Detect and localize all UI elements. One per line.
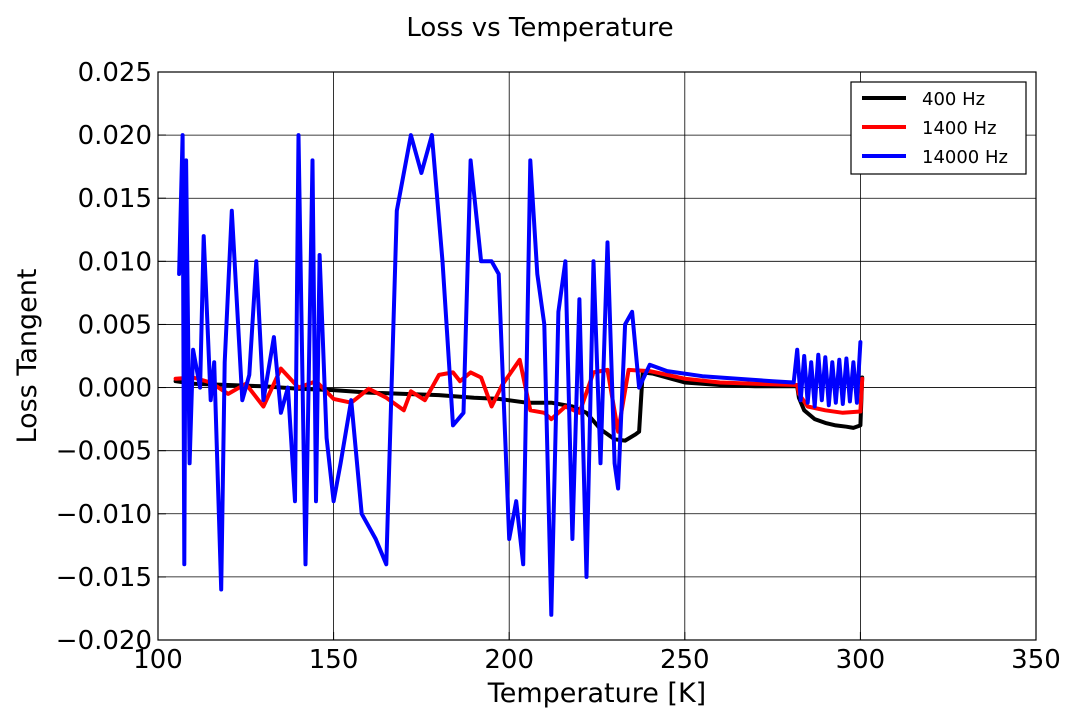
y-tick-label: 0.025	[78, 58, 152, 88]
x-tick-label: 200	[484, 645, 534, 675]
x-tick-label: 100	[133, 645, 183, 675]
data-series	[173, 133, 865, 617]
legend-label: 400 Hz	[922, 89, 985, 110]
x-tick-label: 150	[309, 645, 359, 675]
series-line-14000-hz	[177, 133, 863, 617]
y-tick-label: −0.020	[56, 626, 152, 656]
y-tick-label: 0.000	[78, 374, 152, 404]
chart-legend: 400 Hz 1400 Hz 14000 Hz	[850, 81, 1027, 175]
y-axis-label: Loss Tangent	[12, 269, 43, 444]
series-line-400-hz	[173, 370, 865, 443]
y-tick-label: −0.010	[56, 500, 152, 530]
x-axis-label: Temperature [K]	[487, 678, 706, 709]
x-tick-label: 300	[836, 645, 886, 675]
y-tick-label: −0.005	[56, 437, 152, 467]
y-tick-label: 0.005	[78, 310, 152, 340]
y-tick-label: 0.020	[78, 121, 152, 151]
legend-label: 14000 Hz	[922, 147, 1008, 168]
y-tick-label: 0.010	[78, 247, 152, 277]
legend-label: 1400 Hz	[922, 118, 997, 139]
plot-frame	[157, 71, 1037, 641]
x-axis-ticks: 100 150 200 250 300 350	[133, 632, 1061, 675]
y-tick-label: 0.015	[78, 184, 152, 214]
y-axis-ticks: −0.020 −0.015 −0.010 −0.005 0.000 0.005 0.010 0…	[56, 58, 166, 656]
y-tick-label: −0.015	[56, 563, 152, 593]
x-tick-label: 250	[660, 645, 710, 675]
chart-title: Loss vs Temperature	[406, 13, 673, 43]
x-tick-label: 350	[1011, 645, 1061, 675]
